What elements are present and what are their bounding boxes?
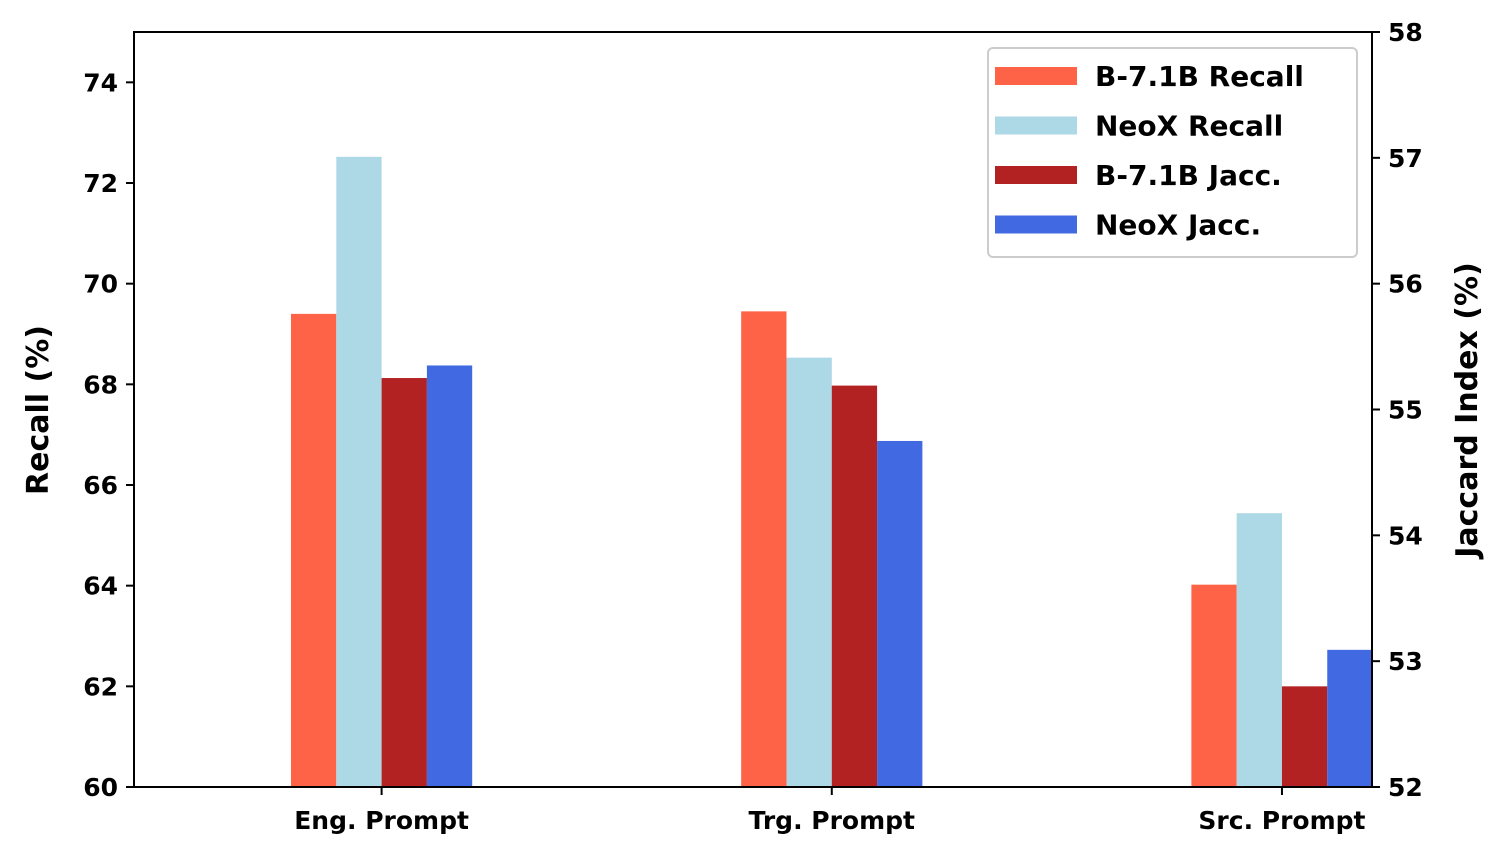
bar-neox-jacc-src-prompt — [1327, 649, 1373, 787]
left-tick-label: 64 — [83, 572, 118, 601]
left-tick-label: 70 — [83, 270, 118, 299]
bar-b-7-1b-jacc-trg-prompt — [831, 385, 878, 787]
bar-b-7-1b-recall-src-prompt — [1191, 584, 1237, 787]
legend-box — [987, 47, 1358, 258]
left-axis: 60 62 64 66 68 70 72 74 — [83, 68, 134, 802]
x-tick-label-trg-prompt: Trg. Prompt — [749, 806, 916, 835]
left-tick-label: 74 — [83, 68, 118, 97]
left-tick-label: 66 — [83, 471, 118, 500]
bar-neox-recall-src-prompt — [1236, 513, 1282, 787]
bar-neox-jacc-eng-prompt — [426, 365, 473, 787]
legend-swatch-neox-jacc — [995, 215, 1077, 234]
right-tick-label: 57 — [1388, 144, 1423, 173]
legend-label-neox-recall: NeoX Recall — [1095, 110, 1283, 143]
left-tick-label: 62 — [83, 672, 118, 701]
legend-swatch-neox-recall — [995, 116, 1077, 135]
x-axis: Eng. Prompt Trg. Prompt Src. Prompt — [294, 787, 1366, 835]
legend-label-b-7-1b-jacc: B-7.1B Jacc. — [1095, 159, 1282, 192]
legend-label-neox-jacc: NeoX Jacc. — [1095, 209, 1261, 242]
right-tick-label: 54 — [1388, 521, 1423, 550]
bar-neox-recall-eng-prompt — [336, 156, 382, 787]
left-tick-label: 68 — [83, 370, 118, 399]
x-tick-label-src-prompt: Src. Prompt — [1198, 806, 1365, 835]
bar-b-7-1b-recall-trg-prompt — [741, 311, 787, 787]
bar-b-7-1b-recall-eng-prompt — [291, 313, 337, 787]
right-axis: 52 53 54 55 56 57 58 — [1372, 18, 1423, 802]
right-tick-label: 52 — [1388, 773, 1423, 802]
bars-layer — [291, 156, 1373, 787]
left-tick-label: 60 — [83, 773, 118, 802]
bar-neox-jacc-trg-prompt — [877, 440, 923, 787]
bar-b-7-1b-jacc-eng-prompt — [381, 378, 427, 787]
right-axis-title: Jaccard Index (%) — [1450, 262, 1485, 560]
right-tick-label: 56 — [1388, 270, 1423, 299]
legend-label-b-7-1b-recall: B-7.1B Recall — [1095, 60, 1304, 93]
legend-swatch-b-7-1b-recall — [995, 67, 1077, 85]
left-axis-title: Recall (%) — [21, 325, 56, 495]
bar-neox-recall-trg-prompt — [786, 357, 832, 787]
bar-b-7-1b-jacc-src-prompt — [1281, 686, 1328, 787]
right-tick-label: 55 — [1388, 396, 1423, 425]
left-tick-label: 72 — [83, 169, 118, 198]
right-tick-label: 53 — [1388, 647, 1423, 676]
legend-swatch-b-7-1b-jacc — [995, 166, 1077, 184]
right-tick-label: 58 — [1388, 18, 1423, 47]
legend: B-7.1B Recall NeoX Recall B-7.1B Jacc. NeoX… — [987, 47, 1358, 258]
x-tick-label-eng-prompt: Eng. Prompt — [294, 806, 469, 835]
